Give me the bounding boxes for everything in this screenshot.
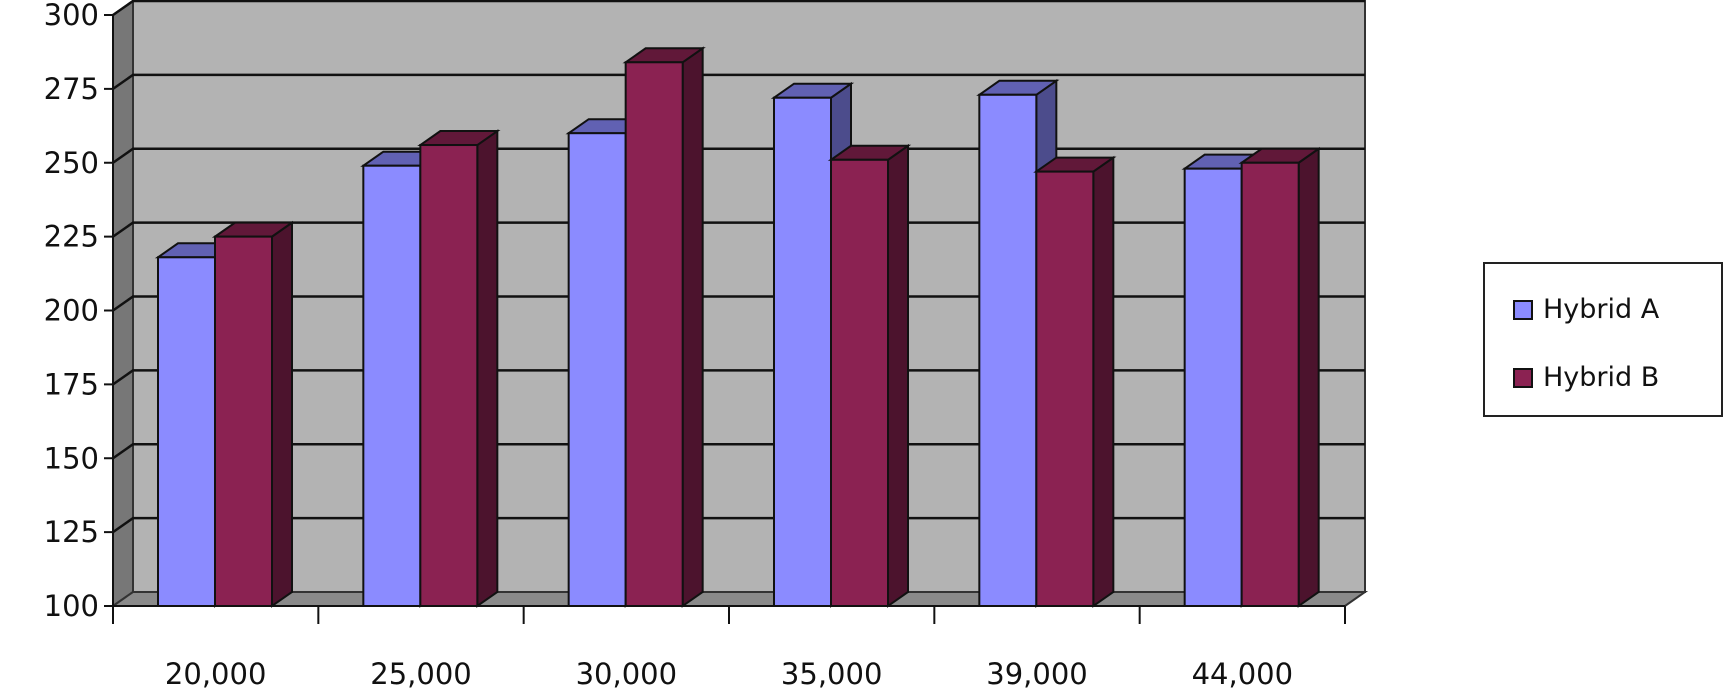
bar-hybrid-b	[211, 220, 296, 608]
x-tick-label: 39,000	[986, 657, 1087, 691]
legend-label-hybrid-a: Hybrid A	[1543, 294, 1660, 325]
y-tick-label: 150	[44, 441, 99, 475]
legend-swatch-hybrid-a	[1513, 299, 1533, 320]
y-tick-label: 200	[44, 294, 99, 328]
chart-wall	[109, 0, 1369, 608]
legend-item-hybrid-b: Hybrid B	[1513, 362, 1659, 393]
gridline	[112, 295, 1365, 312]
bar-hybrid-b	[1238, 146, 1322, 608]
legend-swatch-hybrid-b	[1513, 367, 1533, 388]
bar-hybrid-b	[417, 129, 501, 608]
gridline	[112, 516, 1365, 534]
y-tick-label: 175	[44, 367, 99, 401]
y-tick-label: 225	[44, 220, 99, 254]
gridline	[112, 147, 1365, 164]
x-axis: 20,000 25,000 30,000 35,000 39,000 44,000	[112, 605, 1346, 691]
gridline	[112, 0, 1365, 17]
y-tick-label: 275	[44, 72, 99, 106]
x-tick-label: 20,000	[165, 657, 266, 691]
legend-item-hybrid-a: Hybrid A	[1513, 294, 1659, 325]
bars	[154, 46, 1322, 608]
gridlines	[112, 0, 1365, 534]
x-tick-label: 44,000	[1192, 657, 1293, 691]
floor	[109, 591, 1369, 607]
legend-label-hybrid-b: Hybrid B	[1543, 362, 1660, 393]
bar-hybrid-b	[1033, 155, 1117, 608]
bar-hybrid-b	[827, 143, 912, 608]
gridline	[112, 443, 1365, 460]
gridline	[112, 221, 1365, 238]
legend: Hybrid A Hybrid B	[1483, 262, 1723, 417]
y-axis: 100 125 150 175 200 225 250 275 300	[44, 0, 114, 623]
gridline	[112, 73, 1365, 90]
y-tick-label: 300	[44, 0, 99, 32]
gridline	[112, 369, 1365, 386]
x-tick-label: 35,000	[781, 657, 882, 691]
x-tick-label: 25,000	[370, 657, 471, 691]
x-tick-label: 30,000	[576, 657, 677, 691]
y-tick-label: 125	[44, 515, 99, 549]
bar-hybrid-b	[622, 46, 706, 608]
y-tick-label: 250	[44, 146, 99, 180]
y-tick-label: 100	[44, 589, 99, 623]
